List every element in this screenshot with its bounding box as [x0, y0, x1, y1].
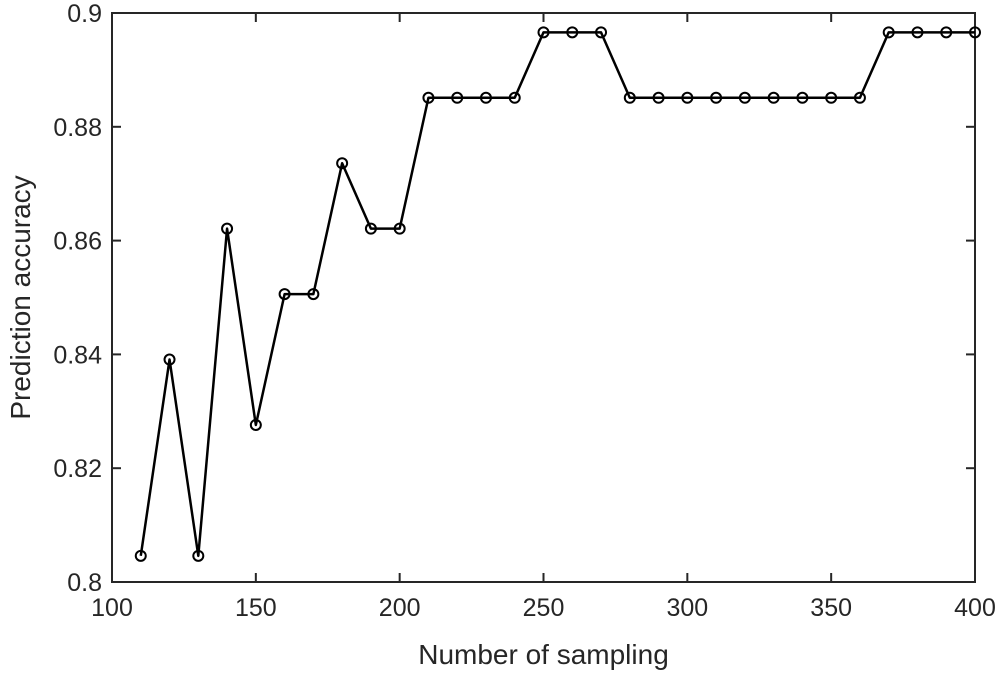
x-tick-label: 150 — [235, 594, 277, 622]
x-tick-label: 250 — [523, 594, 565, 622]
data-point — [738, 91, 751, 104]
data-point — [710, 91, 723, 104]
data-point — [163, 353, 176, 366]
x-axis: 100 150 200 250 300 350 400 — [91, 13, 996, 622]
data-point — [969, 26, 981, 39]
data-point — [566, 26, 579, 39]
data-point — [451, 91, 464, 104]
y-tick-label: 0.8 — [67, 569, 102, 597]
data-point — [911, 26, 924, 39]
data-point — [192, 549, 205, 562]
data-point — [595, 26, 608, 39]
series-line — [139, 31, 975, 558]
x-tick-label: 350 — [810, 594, 852, 622]
data-point — [364, 222, 377, 235]
data-point — [681, 91, 694, 104]
data-point — [652, 91, 665, 104]
data-point — [134, 549, 147, 562]
y-tick-label: 0.88 — [53, 114, 102, 142]
y-axis: 0.8 0.82 0.84 0.86 0.88 0.9 — [53, 0, 975, 597]
x-axis-label: Number of sampling — [418, 639, 669, 670]
data-point — [882, 26, 895, 39]
y-tick-label: 0.84 — [53, 341, 102, 369]
x-tick-label: 200 — [379, 594, 421, 622]
data-point — [479, 91, 492, 104]
data-point — [623, 91, 636, 104]
y-tick-label: 0.82 — [53, 455, 102, 483]
data-point — [940, 26, 953, 39]
data-point — [336, 157, 349, 170]
x-tick-label: 300 — [666, 594, 708, 622]
data-point — [796, 91, 809, 104]
data-point — [508, 91, 521, 104]
data-point — [537, 26, 550, 39]
data-point — [422, 91, 435, 104]
y-tick-label: 0.86 — [53, 228, 102, 256]
data-point — [249, 418, 262, 431]
data-point — [825, 91, 838, 104]
x-tick-label: 400 — [954, 594, 996, 622]
data-point — [221, 222, 234, 235]
x-tick-label: 100 — [91, 594, 133, 622]
data-point — [393, 222, 406, 235]
data-point — [278, 288, 291, 301]
series-layer — [134, 26, 981, 562]
data-point — [853, 91, 866, 104]
y-tick-label: 0.9 — [67, 0, 102, 28]
data-point — [767, 91, 780, 104]
data-point — [307, 288, 320, 301]
y-axis-label: Prediction accuracy — [5, 175, 36, 419]
